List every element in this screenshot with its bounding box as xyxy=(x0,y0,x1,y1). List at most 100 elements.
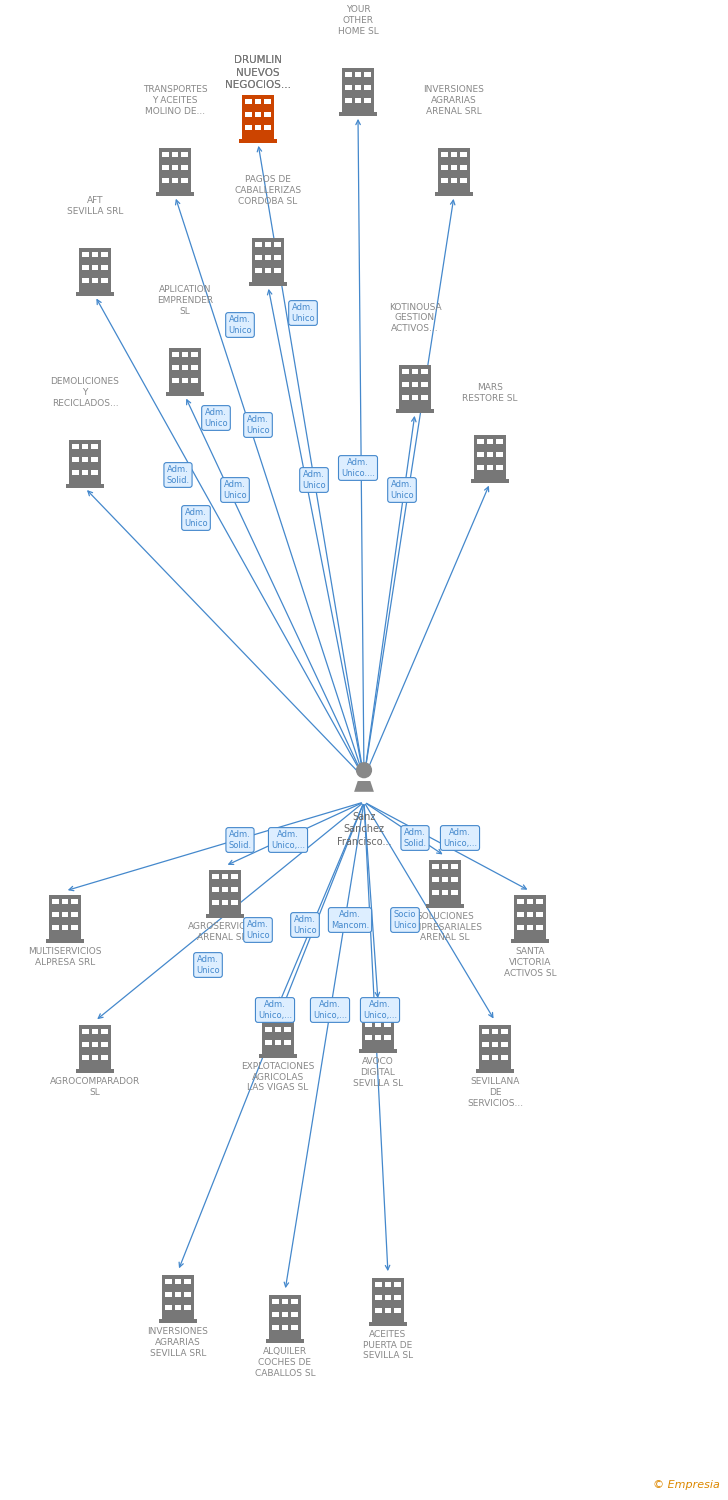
Bar xyxy=(345,72,352,76)
Text: Adm.
Mancom.: Adm. Mancom. xyxy=(331,910,369,930)
Bar xyxy=(232,873,238,879)
Bar xyxy=(375,1022,381,1028)
Bar xyxy=(232,900,238,904)
Bar xyxy=(52,926,58,930)
Bar xyxy=(265,268,272,273)
Text: © Empresia: © Empresia xyxy=(653,1480,720,1490)
Bar xyxy=(482,1029,488,1033)
Bar xyxy=(477,438,483,444)
Bar xyxy=(365,1008,371,1014)
Bar xyxy=(232,886,238,892)
Text: Adm.
Solid.: Adm. Solid. xyxy=(167,465,189,484)
Bar xyxy=(165,1305,172,1310)
Bar xyxy=(169,348,201,392)
Bar xyxy=(365,84,371,90)
Bar xyxy=(482,1054,488,1060)
Text: Adm.
Unico,...: Adm. Unico,... xyxy=(443,828,477,848)
Text: EXPLOTACIONES
AGRICOLAS
LAS VIGAS SL: EXPLOTACIONES AGRICOLAS LAS VIGAS SL xyxy=(241,1062,314,1092)
Bar xyxy=(62,926,68,930)
Text: YOUR
OTHER
HOME SL: YOUR OTHER HOME SL xyxy=(338,6,379,36)
Bar xyxy=(256,268,261,273)
Bar xyxy=(272,1311,279,1317)
Bar xyxy=(82,278,89,284)
Bar xyxy=(272,1299,279,1304)
Bar xyxy=(175,1305,181,1310)
Text: INVERSIONES
AGRARIAS
SEVILLA SRL: INVERSIONES AGRARIAS SEVILLA SRL xyxy=(148,1328,208,1358)
Bar xyxy=(274,1014,281,1019)
Bar xyxy=(395,1308,401,1312)
Bar xyxy=(426,904,464,909)
Bar xyxy=(156,192,194,196)
Bar xyxy=(222,873,228,879)
Bar xyxy=(101,1054,108,1060)
Bar xyxy=(101,278,108,284)
Bar xyxy=(101,1029,108,1033)
Text: Adm.
Solid.: Adm. Solid. xyxy=(229,830,252,850)
Bar xyxy=(172,178,178,183)
Bar xyxy=(92,444,98,448)
Bar xyxy=(274,242,281,248)
Bar xyxy=(527,898,533,904)
Bar xyxy=(441,165,448,170)
Bar xyxy=(365,98,371,104)
Bar xyxy=(412,369,418,374)
Bar xyxy=(165,1292,172,1298)
Bar xyxy=(282,1299,288,1304)
Bar xyxy=(245,99,252,104)
Bar xyxy=(209,870,241,913)
Bar xyxy=(285,1014,290,1019)
Text: DRUMLIN
NUEVOS
NEGOCIOS...: DRUMLIN NUEVOS NEGOCIOS... xyxy=(225,56,291,90)
Bar xyxy=(384,1022,391,1028)
Bar xyxy=(159,1318,197,1323)
Bar xyxy=(52,898,58,904)
Text: INVERSIONES
AGRARIAS
ARENAL SRL: INVERSIONES AGRARIAS ARENAL SRL xyxy=(424,86,484,116)
Bar xyxy=(82,264,89,270)
Bar xyxy=(451,165,457,170)
Bar xyxy=(441,178,448,183)
Bar xyxy=(82,1041,89,1047)
Bar xyxy=(355,72,361,76)
Bar xyxy=(402,381,408,387)
Bar xyxy=(274,1040,281,1046)
Text: Adm.
Unico,...: Adm. Unico,... xyxy=(363,1000,397,1020)
Bar xyxy=(487,452,493,458)
Bar xyxy=(291,1324,298,1330)
Bar xyxy=(471,478,509,483)
Polygon shape xyxy=(354,782,374,792)
Bar xyxy=(72,470,79,476)
Text: PAGOS DE
CABALLERIZAS
CORDOBA SL: PAGOS DE CABALLERIZAS CORDOBA SL xyxy=(234,176,301,206)
Bar xyxy=(71,898,78,904)
Bar xyxy=(460,178,467,183)
Bar xyxy=(477,465,483,470)
Text: ALQUILER
COCHES DE
CABALLOS SL: ALQUILER COCHES DE CABALLOS SL xyxy=(255,1347,315,1377)
Bar xyxy=(291,1299,298,1304)
Bar xyxy=(395,1294,401,1300)
Bar xyxy=(82,1054,89,1060)
Bar xyxy=(184,1305,191,1310)
Bar xyxy=(365,72,371,76)
Bar xyxy=(162,165,169,170)
Text: DRUMLIN
NUEVOS
NEGOCIOS...: DRUMLIN NUEVOS NEGOCIOS... xyxy=(225,56,291,90)
Bar xyxy=(496,452,503,458)
Bar xyxy=(101,252,108,257)
Bar xyxy=(269,1294,301,1340)
Bar xyxy=(385,1281,391,1287)
Bar xyxy=(256,255,261,260)
Text: SANTA
VICTORIA
ACTIVOS SL: SANTA VICTORIA ACTIVOS SL xyxy=(504,946,556,978)
Bar xyxy=(396,410,434,414)
Bar xyxy=(62,898,68,904)
Text: APLICATION
EMPRENDER
SL: APLICATION EMPRENDER SL xyxy=(157,285,213,316)
Bar xyxy=(173,351,178,357)
Bar xyxy=(274,268,281,273)
Bar xyxy=(262,1010,294,1054)
Bar xyxy=(487,465,493,470)
Bar xyxy=(82,470,88,476)
Bar xyxy=(212,873,218,879)
Bar xyxy=(365,1022,371,1028)
Bar xyxy=(345,84,352,90)
Bar xyxy=(442,864,448,868)
Bar xyxy=(514,896,546,939)
Bar xyxy=(451,864,458,868)
Bar xyxy=(182,364,189,370)
Text: Adm.
Unico: Adm. Unico xyxy=(196,956,220,975)
